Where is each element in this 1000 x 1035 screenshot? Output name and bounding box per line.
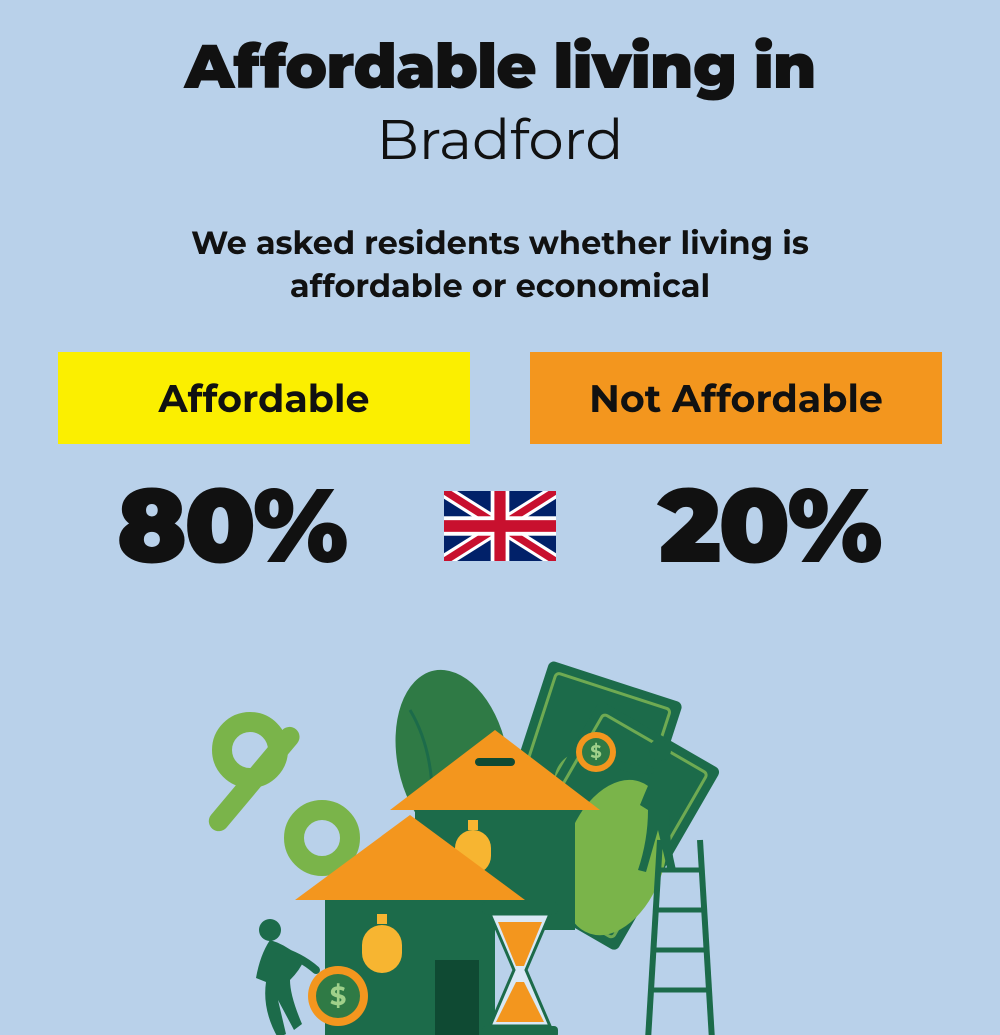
uk-flag-icon: [444, 491, 556, 561]
housing-illustration: $ $: [190, 670, 810, 1030]
header: Affordable living in Bradford: [0, 0, 1000, 174]
affordable-box: Affordable: [58, 352, 470, 444]
not-affordable-box: Not Affordable: [530, 352, 942, 444]
affordable-percent: 80%: [46, 462, 416, 589]
not-affordable-percent: 20%: [584, 462, 954, 589]
category-boxes: Affordable Not Affordable: [0, 352, 1000, 444]
subtitle-line1: We asked residents whether living is: [191, 224, 809, 263]
svg-text:$: $: [330, 980, 347, 1012]
svg-text:$: $: [590, 741, 601, 763]
percent-icon: [205, 722, 350, 866]
subtitle-line2: affordable or economical: [290, 267, 710, 306]
city-name: Bradford: [0, 106, 1000, 174]
percent-row: 80% 20%: [0, 462, 1000, 589]
ladder-icon: [648, 840, 712, 1035]
subtitle: We asked residents whether living is aff…: [0, 222, 1000, 308]
page-title: Affordable living in: [0, 28, 1000, 104]
